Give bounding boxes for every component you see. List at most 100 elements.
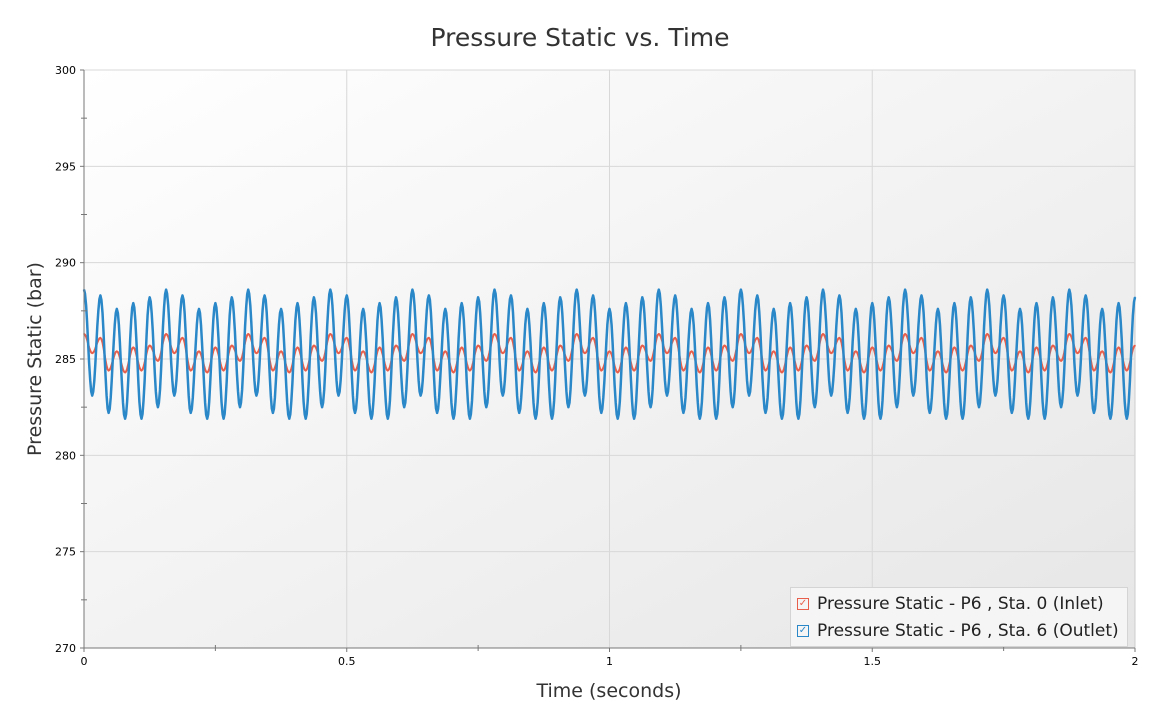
legend-item-outlet[interactable]: ✓ Pressure Static - P6 , Sta. 6 (Outlet) [797, 617, 1121, 644]
data-point [896, 360, 898, 362]
data-point [329, 333, 332, 335]
data-point [157, 406, 159, 408]
data-point [1117, 346, 1120, 349]
data-point [428, 294, 430, 297]
legend: ✓ Pressure Static - P6 , Sta. 0 (Inlet) … [790, 587, 1128, 647]
data-point [781, 417, 783, 420]
data-point [731, 406, 734, 408]
data-point [813, 406, 816, 408]
data-point [214, 302, 217, 304]
data-point [116, 350, 118, 353]
data-point [501, 352, 504, 355]
data-point [313, 296, 315, 299]
data-point [1125, 417, 1128, 420]
data-point [395, 296, 397, 299]
data-point [969, 296, 972, 299]
data-point [575, 333, 578, 335]
data-point [419, 394, 422, 397]
data-point [460, 346, 463, 349]
data-point [904, 333, 906, 335]
data-point [543, 302, 545, 304]
data-point [1101, 350, 1103, 353]
data-point [157, 360, 159, 362]
data-point [748, 394, 750, 397]
data-point [863, 417, 865, 420]
data-point [584, 352, 586, 355]
data-point [707, 346, 709, 349]
data-point [91, 352, 94, 355]
data-point [477, 344, 479, 347]
data-point [140, 369, 143, 372]
data-point [1027, 371, 1030, 374]
data-point [214, 346, 217, 349]
data-point [469, 417, 471, 420]
data-point [772, 308, 775, 310]
data-point [518, 369, 520, 372]
data-point [247, 333, 250, 335]
data-point [928, 369, 931, 372]
data-point [132, 302, 135, 304]
data-point [830, 394, 832, 397]
data-point [1027, 417, 1030, 420]
data-point [354, 412, 356, 414]
data-point [961, 369, 964, 372]
data-point [559, 344, 562, 347]
data-point [756, 337, 759, 339]
data-point [879, 369, 882, 372]
data-point [575, 288, 578, 291]
data-point [173, 394, 176, 397]
data-point [230, 344, 233, 347]
data-point [1002, 294, 1005, 297]
data-point [855, 308, 857, 310]
data-point [181, 337, 184, 339]
data-point [378, 302, 381, 304]
data-point [863, 371, 865, 374]
data-point [690, 350, 693, 353]
data-point [838, 337, 841, 339]
data-point [1101, 308, 1103, 310]
data-point [526, 308, 529, 310]
data-point [337, 352, 340, 355]
data-point [189, 369, 192, 372]
data-point [608, 308, 611, 310]
data-point [247, 288, 250, 291]
data-point [1134, 296, 1136, 299]
data-point [534, 417, 537, 420]
data-point [887, 296, 890, 299]
data-point [666, 394, 668, 397]
data-point [707, 302, 709, 304]
data-point [173, 352, 176, 355]
data-point [600, 369, 603, 372]
data-point [871, 346, 874, 349]
data-point [1125, 369, 1128, 372]
data-point [452, 371, 455, 374]
data-point [978, 360, 980, 362]
data-point [132, 346, 135, 349]
data-point [165, 288, 167, 291]
data-point [501, 394, 504, 397]
data-point [181, 294, 184, 297]
data-point [616, 417, 619, 420]
legend-item-inlet[interactable]: ✓ Pressure Static - P6 , Sta. 0 (Inlet) [797, 590, 1121, 617]
data-point [428, 337, 430, 339]
data-point [198, 350, 200, 353]
data-point [567, 406, 570, 408]
data-point [945, 371, 947, 374]
y-tick-label: 275 [55, 546, 76, 559]
data-point [460, 302, 463, 304]
x-axis-label: Time (seconds) [535, 680, 681, 702]
data-point [986, 288, 989, 291]
x-tick-label: 1.5 [864, 655, 882, 668]
data-point [255, 352, 258, 355]
data-point [657, 333, 660, 335]
y-tick-label: 280 [55, 449, 76, 462]
data-point [772, 350, 775, 353]
data-point [682, 369, 685, 372]
data-point [781, 371, 783, 374]
data-point [822, 333, 824, 335]
checkbox-checked-icon[interactable]: ✓ [797, 597, 809, 610]
checkbox-checked-icon[interactable]: ✓ [797, 624, 809, 637]
data-point [674, 294, 676, 297]
data-point [436, 369, 438, 372]
data-point [543, 346, 545, 349]
